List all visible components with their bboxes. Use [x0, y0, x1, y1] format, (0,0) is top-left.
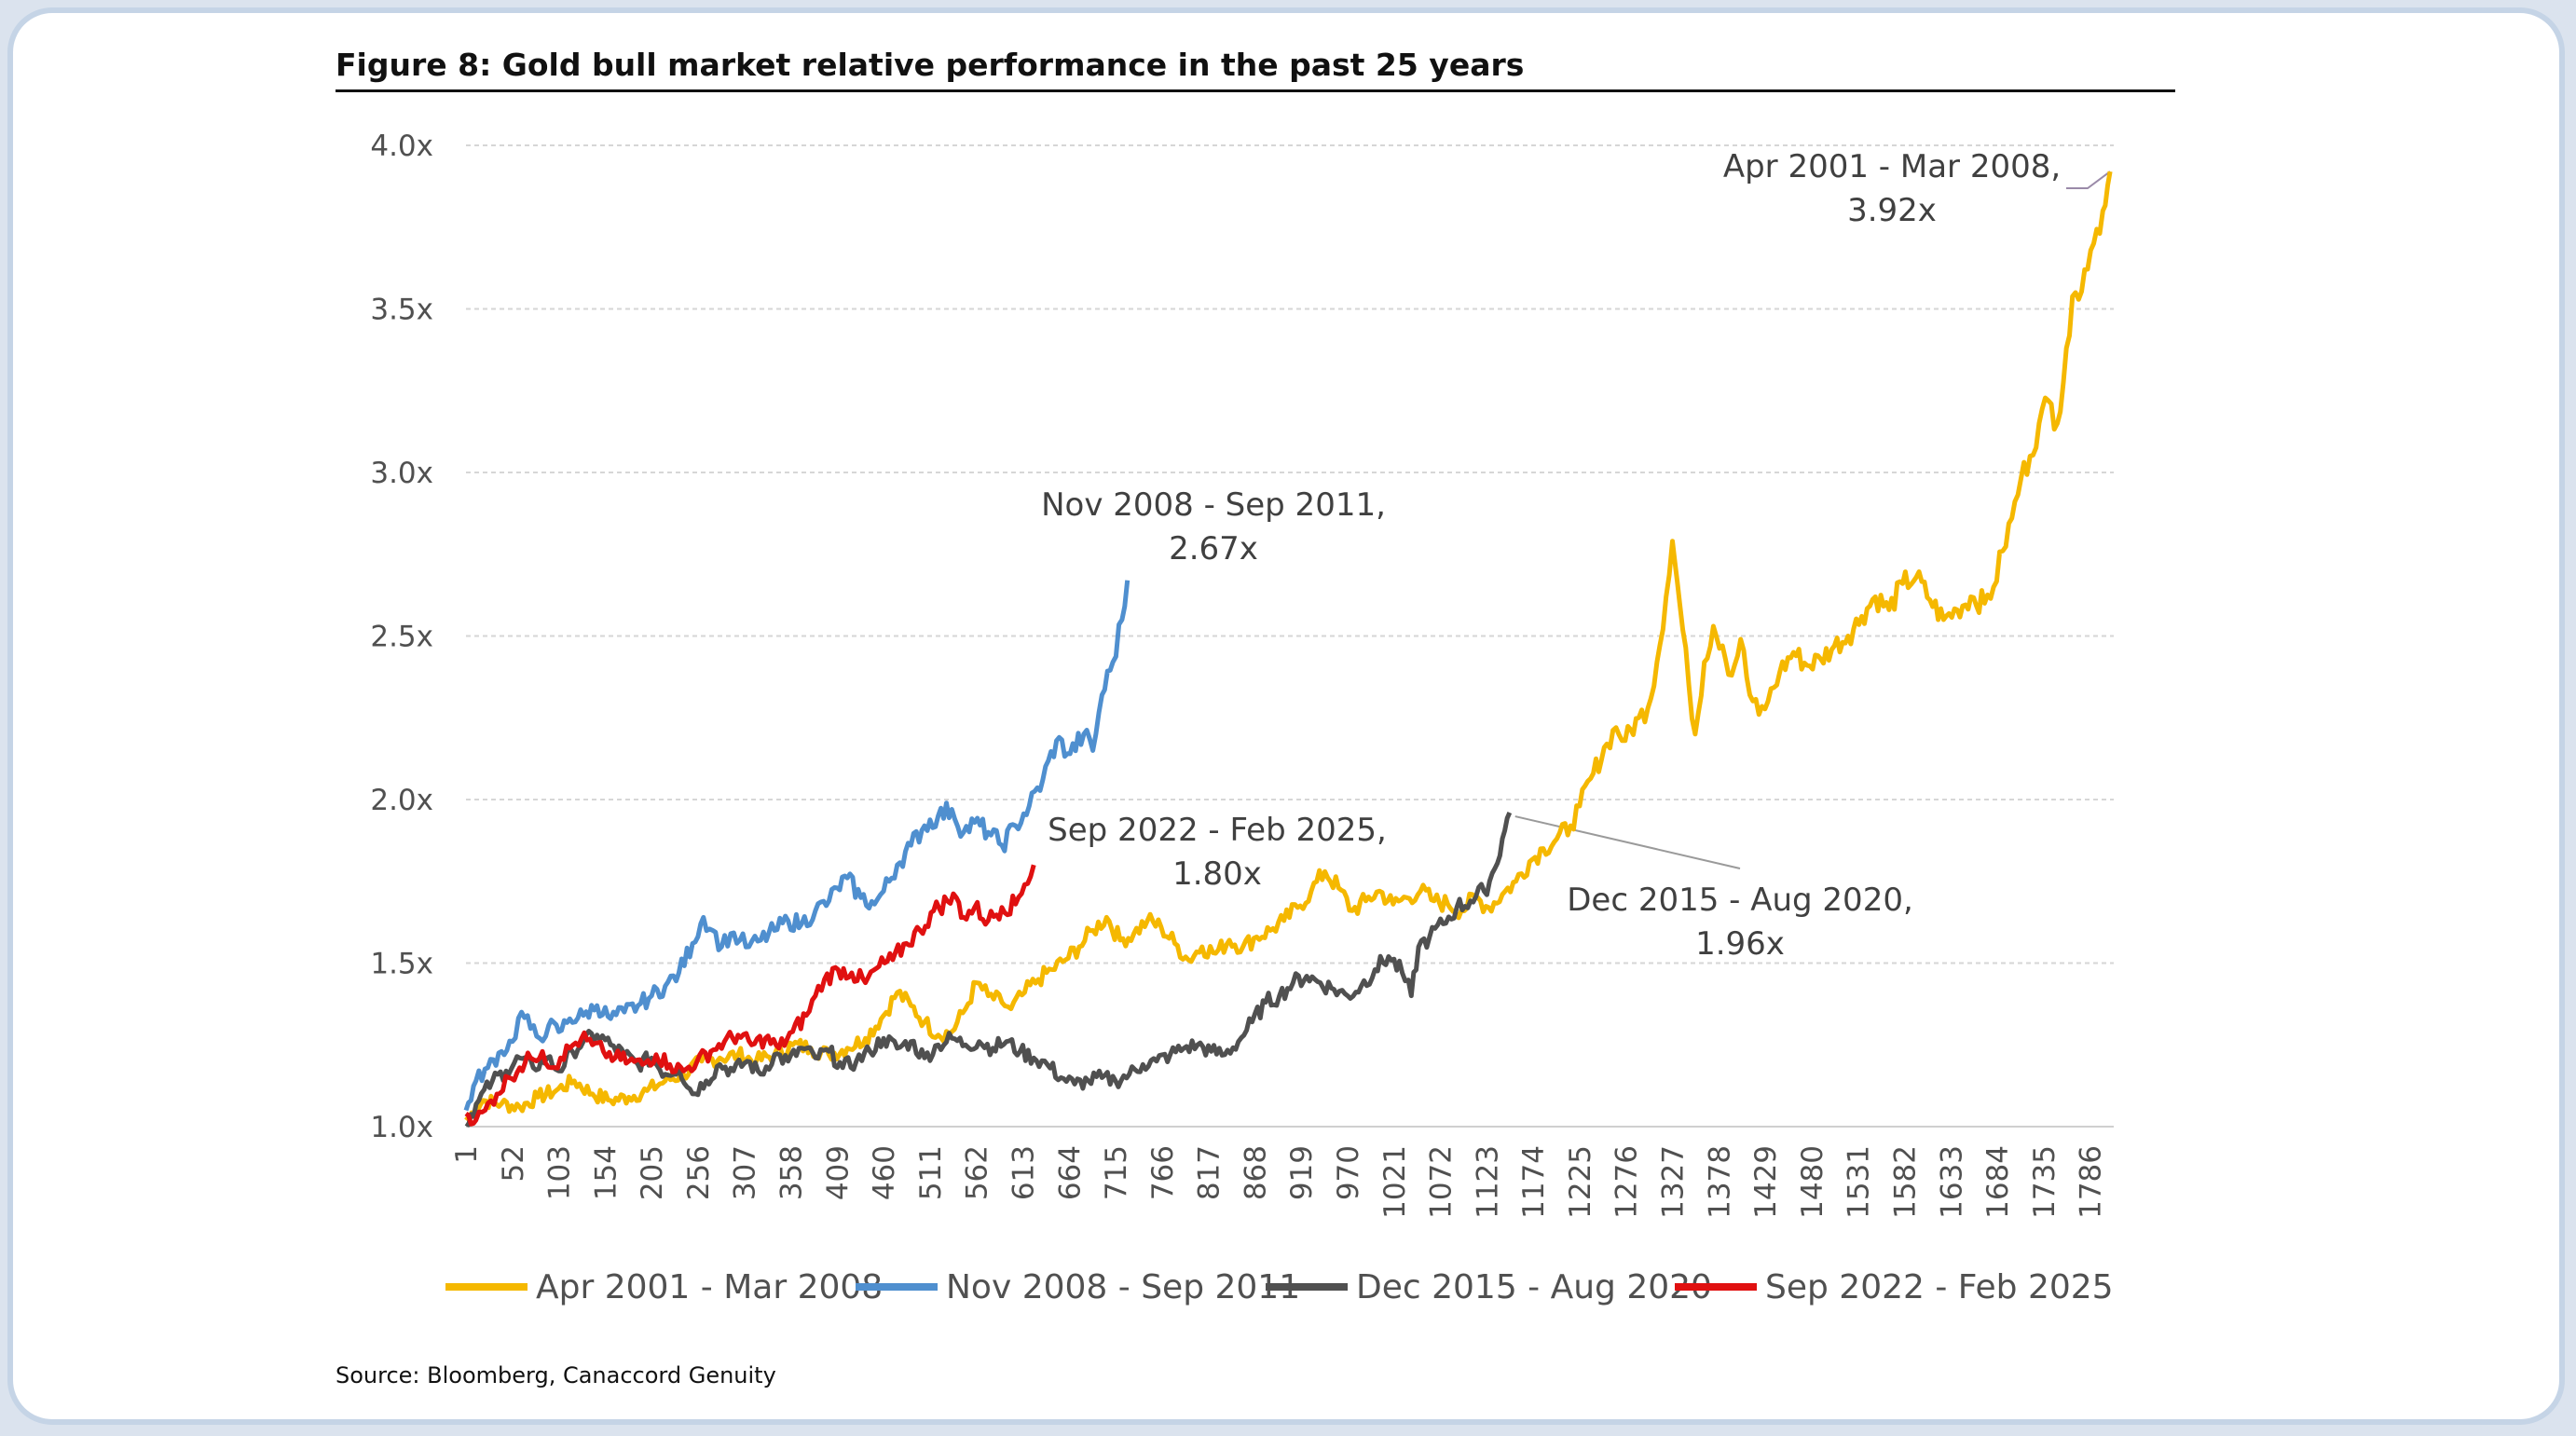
x-tick-label: 1072 — [1425, 1145, 1459, 1219]
series-line — [464, 812, 1513, 1128]
x-tick-label: 664 — [1053, 1145, 1087, 1200]
title-rule — [336, 89, 2175, 92]
x-tick-label: 562 — [961, 1145, 994, 1200]
y-tick-label: 3.5x — [370, 294, 433, 327]
x-tick-label: 256 — [682, 1145, 716, 1200]
series-line — [464, 864, 1036, 1127]
x-tick-label: 613 — [1007, 1145, 1040, 1200]
x-tick-label: 715 — [1100, 1145, 1133, 1200]
x-tick-label: 1 — [450, 1145, 484, 1164]
source-note: Source: Bloomberg, Canaccord Genuity — [336, 1362, 776, 1388]
annotation-label: Apr 2001 - Mar 2008, 3.92x — [1723, 148, 2061, 229]
x-tick-label: 1276 — [1610, 1145, 1644, 1219]
annotation-leaders — [1514, 171, 2111, 869]
annotation-label: Dec 2015 - Aug 2020, 1.96x — [1567, 882, 1913, 963]
x-tick-label: 52 — [497, 1145, 530, 1182]
x-tick-label: 409 — [821, 1145, 855, 1200]
x-tick-label: 358 — [775, 1145, 809, 1200]
annotation-label: Sep 2022 - Feb 2025, 1.80x — [1048, 812, 1387, 893]
x-tick-label: 1021 — [1378, 1145, 1412, 1219]
x-tick-label: 1735 — [2028, 1145, 2062, 1219]
x-tick-label: 511 — [914, 1145, 948, 1200]
y-tick-label: 2.0x — [370, 784, 433, 817]
x-tick-label: 460 — [868, 1145, 901, 1200]
legend-label: Sep 2022 - Feb 2025 — [1765, 1268, 2114, 1306]
y-axis: 1.0x 1.5x 2.0x 2.5x 3.0x 3.5x 4.0x — [370, 130, 433, 1144]
x-axis: 1 52 103 154 205 256 307 358 409 460 511 562 613 664 7… — [450, 1145, 2108, 1219]
y-tick-label: 4.0x — [370, 130, 433, 163]
legend-label: Dec 2015 - Aug 2020 — [1356, 1268, 1712, 1306]
x-tick-label: 1174 — [1517, 1145, 1551, 1219]
series-line — [463, 580, 1130, 1112]
x-tick-label: 1123 — [1471, 1145, 1504, 1219]
x-tick-label: 1327 — [1657, 1145, 1691, 1219]
x-tick-label: 1429 — [1749, 1145, 1783, 1219]
x-tick-label: 868 — [1239, 1145, 1272, 1200]
x-tick-label: 103 — [543, 1145, 577, 1200]
y-tick-label: 3.0x — [370, 457, 433, 490]
annotation-label: Nov 2008 - Sep 2011, 2.67x — [1041, 486, 1386, 568]
x-tick-label: 1480 — [1796, 1145, 1829, 1219]
y-tick-label: 2.5x — [370, 621, 433, 654]
figure-frame — [7, 7, 2565, 1425]
x-tick-label: 817 — [1193, 1145, 1226, 1200]
series-line — [464, 171, 2113, 1122]
x-tick-label: 154 — [589, 1145, 623, 1200]
y-tick-label: 1.0x — [370, 1111, 433, 1144]
gridlines — [466, 144, 2114, 1128]
x-tick-label: 307 — [729, 1145, 762, 1200]
x-tick-label: 766 — [1146, 1145, 1180, 1200]
x-tick-label: 1786 — [2075, 1145, 2108, 1219]
annotation-leader — [2066, 171, 2111, 189]
annotation-leader — [1514, 815, 1741, 869]
legend-label: Nov 2008 - Sep 2011 — [946, 1268, 1300, 1306]
x-tick-label: 970 — [1332, 1145, 1365, 1200]
x-tick-label: 1684 — [1981, 1145, 2015, 1219]
x-tick-label: 1378 — [1703, 1145, 1736, 1219]
series-lines — [463, 171, 2113, 1128]
x-tick-label: 1582 — [1888, 1145, 1922, 1219]
x-tick-label: 1531 — [1843, 1145, 1876, 1219]
x-tick-label: 205 — [636, 1145, 669, 1200]
y-tick-label: 1.5x — [370, 948, 433, 981]
legend: Apr 2001 - Mar 2008 Nov 2008 - Sep 2011 De… — [445, 1268, 2114, 1306]
x-tick-label: 919 — [1285, 1145, 1319, 1200]
x-tick-label: 1633 — [1935, 1145, 1968, 1219]
annotations: Apr 2001 - Mar 2008, 3.92x Nov 2008 - Sep … — [1041, 148, 2061, 963]
chart-title: Figure 8: Gold bull market relative perf… — [336, 47, 1525, 83]
legend-label: Apr 2001 - Mar 2008 — [536, 1268, 883, 1306]
x-tick-label: 1225 — [1564, 1145, 1597, 1219]
